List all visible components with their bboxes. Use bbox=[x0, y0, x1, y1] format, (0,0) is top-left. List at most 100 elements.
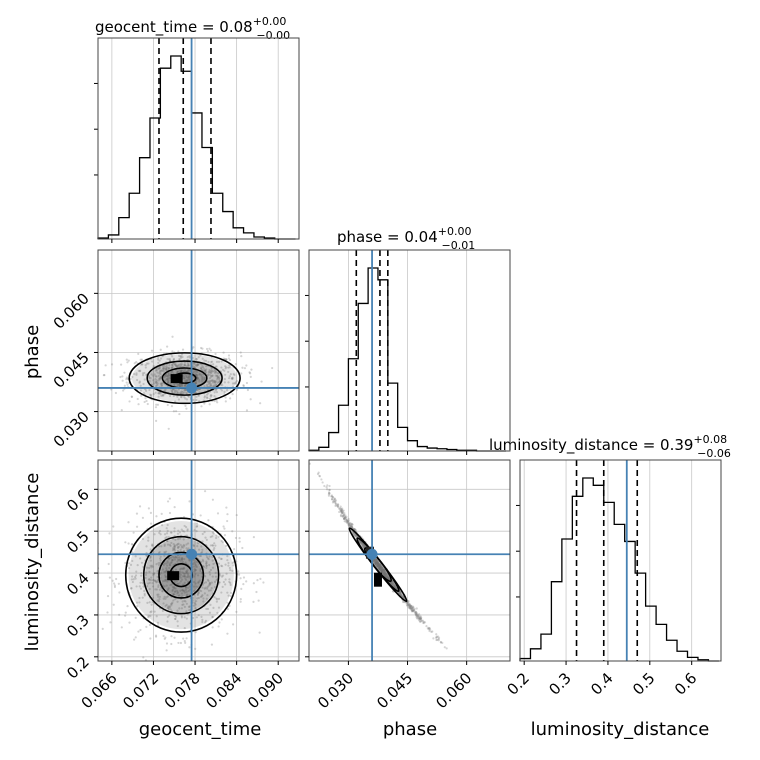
sample-point bbox=[375, 561, 378, 564]
sample-point bbox=[338, 507, 342, 510]
sample-point bbox=[187, 375, 191, 378]
sample-point bbox=[347, 522, 350, 525]
sample-point bbox=[186, 580, 190, 583]
sample-point bbox=[419, 617, 423, 620]
sample-point bbox=[155, 515, 158, 518]
sample-point bbox=[163, 579, 166, 583]
sample-point bbox=[376, 564, 379, 567]
sample-point bbox=[188, 376, 191, 379]
sample-point bbox=[343, 517, 346, 520]
sample-point bbox=[380, 568, 384, 571]
sample-point bbox=[166, 523, 169, 527]
sample-point bbox=[411, 609, 415, 612]
sample-point bbox=[196, 363, 199, 366]
sample-point bbox=[197, 356, 200, 359]
sample-point bbox=[408, 606, 411, 609]
sample-point bbox=[183, 639, 186, 643]
sample-point bbox=[172, 383, 176, 386]
sample-point bbox=[217, 360, 221, 363]
sample-point bbox=[129, 377, 132, 380]
sample-point bbox=[158, 376, 162, 380]
sample-point bbox=[159, 348, 162, 351]
sample-point bbox=[376, 562, 379, 565]
sample-point bbox=[333, 498, 337, 501]
sample-point bbox=[210, 360, 214, 363]
sample-point bbox=[387, 575, 390, 578]
sample-point bbox=[155, 419, 158, 422]
sample-point bbox=[380, 566, 384, 569]
sample-point bbox=[208, 369, 211, 372]
sample-point bbox=[185, 407, 188, 410]
sample-point bbox=[211, 575, 214, 578]
sample-point bbox=[225, 389, 229, 392]
sample-point bbox=[193, 575, 196, 578]
sample-point bbox=[205, 383, 209, 387]
sample-point bbox=[211, 498, 214, 501]
sample-point bbox=[157, 585, 160, 588]
density-peak bbox=[170, 374, 183, 384]
sample-point bbox=[167, 557, 170, 560]
sample-point bbox=[182, 375, 185, 378]
sample-point bbox=[192, 544, 195, 547]
sample-point bbox=[332, 500, 335, 503]
sample-point bbox=[181, 575, 184, 578]
panel-content bbox=[98, 250, 299, 451]
sample-point bbox=[136, 605, 139, 608]
sample-point bbox=[176, 582, 180, 586]
sample-point bbox=[380, 569, 383, 573]
sample-point bbox=[203, 376, 207, 379]
sample-point bbox=[384, 573, 387, 576]
sample-point bbox=[168, 543, 171, 546]
sample-point bbox=[137, 352, 140, 355]
sample-point bbox=[227, 564, 230, 567]
sample-point bbox=[418, 617, 421, 620]
sample-point bbox=[155, 580, 158, 583]
sample-point bbox=[232, 560, 235, 563]
sample-point bbox=[198, 372, 201, 375]
sample-point bbox=[418, 617, 421, 621]
sample-point bbox=[402, 596, 405, 599]
sample-point bbox=[410, 608, 413, 612]
sample-point bbox=[157, 366, 160, 370]
sample-point bbox=[183, 379, 186, 382]
sample-point bbox=[130, 543, 134, 546]
sample-point bbox=[417, 616, 420, 619]
sample-point bbox=[211, 370, 214, 373]
sample-point bbox=[196, 574, 200, 577]
sample-point bbox=[187, 589, 190, 592]
sample-point bbox=[183, 616, 186, 619]
sample-point bbox=[214, 370, 218, 374]
sample-point bbox=[200, 379, 203, 382]
sample-point bbox=[176, 364, 179, 368]
sample-point bbox=[385, 574, 388, 577]
sample-point bbox=[159, 357, 163, 360]
sample-point bbox=[399, 591, 402, 594]
sample-point bbox=[184, 375, 187, 378]
sample-point bbox=[207, 557, 210, 561]
sample-point bbox=[155, 379, 158, 382]
sample-point bbox=[419, 615, 422, 618]
sample-point bbox=[171, 601, 174, 604]
sample-point bbox=[334, 502, 337, 505]
sample-point bbox=[346, 520, 349, 523]
sample-point bbox=[209, 369, 212, 373]
sample-point bbox=[391, 579, 394, 582]
sample-point bbox=[328, 492, 331, 495]
sample-point bbox=[208, 563, 211, 567]
sample-point bbox=[172, 410, 175, 413]
sample-point bbox=[180, 390, 183, 393]
sample-point bbox=[166, 357, 169, 361]
sample-point bbox=[334, 499, 338, 502]
sample-point bbox=[350, 524, 353, 528]
sample-point bbox=[252, 582, 255, 585]
sample-point bbox=[131, 575, 134, 578]
sample-point bbox=[152, 379, 155, 382]
sample-point bbox=[408, 603, 411, 606]
sample-point bbox=[220, 539, 223, 543]
sample-point bbox=[413, 608, 416, 612]
sample-point bbox=[402, 595, 405, 599]
sample-point bbox=[126, 361, 129, 364]
sample-point bbox=[183, 530, 186, 533]
sample-point bbox=[231, 393, 234, 396]
sample-point bbox=[181, 588, 184, 592]
